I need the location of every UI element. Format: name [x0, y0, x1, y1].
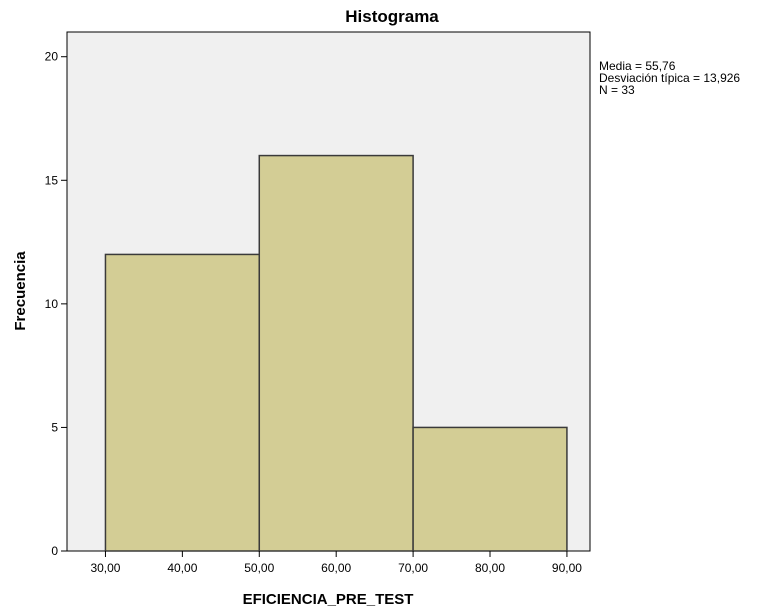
- chart-title: Histograma: [345, 7, 439, 26]
- x-tick-label: 60,00: [321, 561, 351, 575]
- x-tick-label: 40,00: [167, 561, 197, 575]
- y-tick-label: 10: [45, 297, 59, 311]
- stat-line: Desviación típica = 13,926: [599, 71, 740, 85]
- histogram-bar-3: [412, 426, 568, 552]
- histogram-bars: [104, 154, 568, 552]
- histogram-bar-2: [258, 154, 414, 552]
- y-axis-label: Frecuencia: [12, 251, 29, 331]
- y-tick-label: 15: [45, 173, 59, 187]
- y-tick-label: 20: [45, 50, 59, 64]
- y-tick-label: 0: [51, 544, 58, 558]
- x-axis-label: EFICIENCIA_PRE_TEST: [243, 591, 414, 608]
- y-axis: 0 5 10 15 20: [45, 50, 67, 558]
- stat-line: N = 33: [599, 83, 635, 97]
- x-tick-label: 90,00: [552, 561, 582, 575]
- x-axis: 30,00 40,00 50,00 60,00 70,00 80,00 90,00: [90, 551, 582, 575]
- y-tick-label: 5: [51, 420, 58, 434]
- stat-line: Media = 55,76: [599, 59, 676, 73]
- x-tick-label: 80,00: [475, 561, 505, 575]
- x-tick-label: 70,00: [398, 561, 428, 575]
- x-tick-label: 50,00: [244, 561, 274, 575]
- histogram-bar-1: [104, 253, 261, 552]
- x-tick-label: 30,00: [90, 561, 120, 575]
